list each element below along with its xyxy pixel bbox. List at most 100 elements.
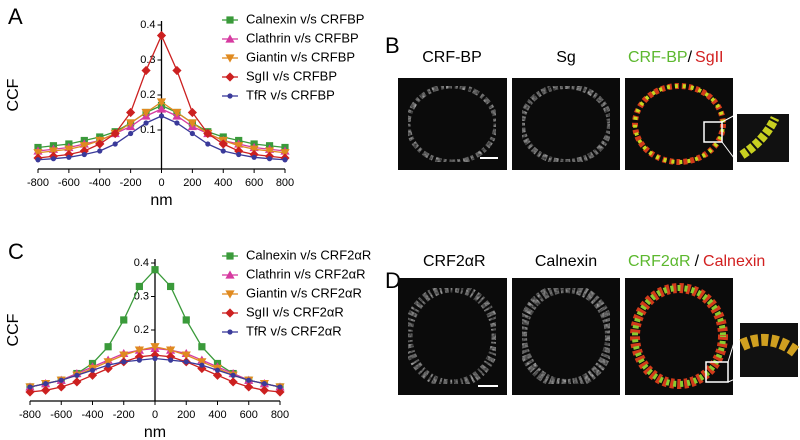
panel-label: C	[8, 239, 24, 264]
legend-marker	[225, 72, 235, 82]
marker	[156, 30, 167, 41]
x-axis-label: nm	[150, 192, 172, 209]
micrograph	[625, 78, 733, 170]
marker	[58, 377, 64, 383]
micrograph	[512, 278, 620, 395]
legend-marker	[225, 54, 235, 63]
marker	[166, 346, 176, 355]
marker	[151, 266, 159, 274]
legend-label: Clathrin v/s CRFBP	[246, 30, 359, 45]
cell-outline	[517, 283, 615, 389]
marker	[56, 382, 66, 392]
panel-label: A	[8, 4, 23, 29]
marker	[95, 139, 105, 149]
legend-label: SgII v/s CRFBP	[246, 68, 337, 83]
marker	[189, 130, 195, 137]
x-axis-label: nm	[144, 424, 166, 440]
marker	[43, 381, 49, 387]
marker	[135, 282, 143, 291]
marker	[181, 351, 191, 360]
legend-marker	[225, 34, 235, 43]
legend-label: Calnexin v/s CRFBP	[246, 11, 364, 26]
marker	[264, 147, 275, 156]
marker	[128, 130, 134, 137]
marker	[136, 357, 142, 363]
marker	[141, 108, 151, 118]
marker	[156, 104, 167, 113]
zoom-line	[721, 113, 738, 123]
panel-d-images: D CRF2αR Calnexin CRF2αR / Calnexin	[385, 253, 800, 395]
marker	[103, 363, 113, 374]
x-tick-label: -800	[27, 177, 49, 189]
y-tick-label: 0.2	[140, 89, 155, 101]
marker	[197, 358, 207, 367]
x-tick-label: 0	[158, 177, 164, 189]
y-tick-label: 0.1	[140, 124, 155, 136]
marker	[48, 147, 59, 156]
legend-label: Giantin v/s CRF2αR	[246, 285, 362, 300]
marker	[66, 154, 72, 160]
cell-outline	[519, 83, 613, 165]
marker	[119, 351, 129, 360]
marker	[72, 377, 82, 387]
x-tick-label: -400	[89, 177, 111, 189]
x-tick-label: 200	[183, 177, 201, 189]
marker	[174, 120, 180, 126]
legend-label: Giantin v/s CRFBP	[246, 49, 355, 64]
marker	[81, 151, 87, 158]
zoom-structure	[739, 116, 780, 159]
marker	[156, 98, 167, 107]
zoom-line	[727, 322, 741, 363]
marker	[97, 148, 103, 154]
merge-sep: /	[695, 253, 700, 270]
marker	[187, 107, 197, 118]
y-tick-label: 0.4	[134, 257, 149, 269]
marker	[79, 142, 89, 151]
marker	[198, 343, 206, 351]
zoom-structure	[739, 333, 800, 357]
marker	[230, 372, 236, 378]
x-tick-label: -600	[58, 177, 80, 189]
legend-label: Calnexin v/s CRF2αR	[246, 247, 371, 262]
marker	[277, 384, 283, 390]
legend-label: TfR v/s CRF2αR	[246, 323, 342, 338]
marker	[236, 151, 242, 158]
marker	[41, 385, 51, 395]
marker	[167, 282, 175, 291]
merge-red: Calnexin	[703, 253, 765, 270]
marker	[275, 387, 285, 397]
x-tick-label: 800	[276, 177, 294, 189]
marker	[126, 107, 136, 118]
legend-marker	[225, 290, 235, 299]
marker	[183, 359, 189, 365]
legend-label: SgII v/s CRF2αR	[246, 304, 344, 319]
micrograph	[398, 78, 507, 170]
x-tick-label: 400	[214, 177, 232, 189]
x-tick-label: -200	[113, 409, 135, 421]
marker	[203, 128, 213, 139]
marker	[205, 141, 211, 147]
marker	[87, 370, 98, 380]
marker	[112, 141, 118, 147]
marker	[120, 316, 128, 324]
micrograph	[512, 78, 620, 170]
marker	[50, 156, 57, 162]
marker	[158, 113, 165, 119]
marker	[220, 148, 226, 154]
marker	[251, 154, 257, 160]
marker	[172, 108, 182, 118]
marker	[134, 346, 144, 355]
marker	[197, 363, 207, 374]
merge-red: SgII	[695, 49, 723, 66]
marker	[212, 370, 223, 380]
y-axis-label: CCF	[5, 313, 22, 346]
legend-marker	[225, 308, 235, 318]
panel-label: D	[385, 268, 401, 293]
x-tick-label: -600	[50, 409, 72, 421]
marker	[33, 149, 43, 158]
image-title: Sg	[556, 49, 576, 66]
marker	[103, 358, 113, 367]
cell-outline-green	[632, 285, 726, 387]
marker	[143, 120, 149, 126]
